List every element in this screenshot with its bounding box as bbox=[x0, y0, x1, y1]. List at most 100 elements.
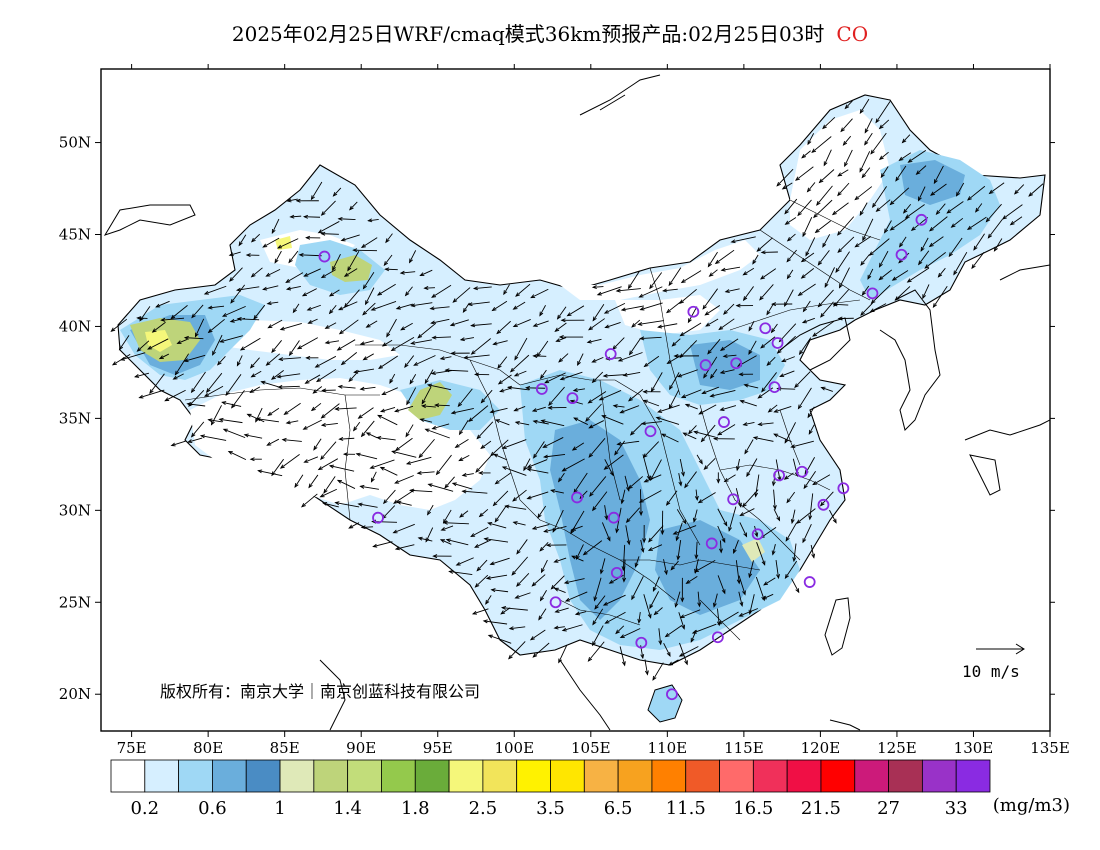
wind-arrowhead bbox=[496, 329, 502, 335]
wind-arrow bbox=[648, 544, 663, 551]
wind-arrow bbox=[266, 353, 281, 366]
wind-arrow bbox=[527, 468, 549, 474]
wind-arrowhead bbox=[321, 388, 327, 393]
wind-arrowhead bbox=[332, 192, 338, 197]
city-marker bbox=[915, 213, 928, 226]
wind-arrowhead bbox=[306, 306, 312, 311]
wind-arrowhead bbox=[537, 513, 542, 519]
wind-arrowhead bbox=[476, 566, 482, 572]
wind-arrow bbox=[589, 420, 604, 429]
wind-arrowhead bbox=[230, 298, 235, 304]
wind-arrowhead bbox=[622, 577, 627, 583]
wind-arrow bbox=[544, 372, 566, 384]
wind-arrowhead bbox=[1013, 189, 1019, 195]
wind-arrowhead bbox=[262, 243, 268, 248]
wind-arrow bbox=[267, 438, 280, 446]
wind-arrow bbox=[640, 336, 662, 340]
wind-arrow bbox=[449, 570, 473, 576]
wind-arrow bbox=[837, 236, 855, 253]
wind-arrowhead bbox=[840, 127, 845, 133]
wind-arrowhead bbox=[485, 575, 491, 580]
wind-arrow bbox=[604, 459, 614, 476]
wind-arrowhead bbox=[742, 296, 748, 302]
wind-arrow bbox=[794, 371, 811, 388]
wind-arrow bbox=[274, 250, 282, 263]
wind-arrow bbox=[268, 319, 283, 329]
wind-arrowhead bbox=[665, 308, 671, 314]
wind-arrow bbox=[380, 466, 398, 476]
wind-arrowhead bbox=[649, 284, 654, 290]
wind-arrow bbox=[161, 317, 185, 321]
wind-arrowhead bbox=[164, 397, 170, 402]
wind-arrow bbox=[710, 390, 736, 397]
wind-arrow bbox=[740, 508, 755, 516]
wind-arrowhead bbox=[933, 179, 938, 185]
wind-arrow bbox=[628, 476, 643, 489]
wind-arrowhead bbox=[271, 348, 276, 354]
wind-arrow bbox=[652, 662, 664, 681]
wind-arrow bbox=[222, 401, 242, 407]
wind-arrowhead bbox=[691, 629, 697, 634]
wind-arrowhead bbox=[383, 261, 389, 267]
wind-arrowhead bbox=[719, 548, 723, 554]
wind-arrowhead bbox=[255, 417, 260, 423]
wind-arrowhead bbox=[525, 385, 531, 390]
wind-arrow bbox=[354, 368, 375, 373]
city-marker bbox=[895, 248, 908, 261]
wind-arrow bbox=[294, 474, 304, 488]
city-marker bbox=[730, 357, 743, 370]
wind-arrow bbox=[973, 233, 985, 251]
wind-arrowhead bbox=[476, 434, 482, 440]
wind-arrow bbox=[677, 369, 698, 378]
wind-arrowhead bbox=[285, 420, 291, 425]
wind-arrowhead bbox=[555, 338, 561, 342]
colorbar-swatch bbox=[854, 759, 889, 793]
wind-arrowhead bbox=[470, 323, 476, 328]
wind-arrowhead bbox=[709, 374, 715, 380]
wind-arrowhead bbox=[566, 312, 572, 317]
wind-arrow bbox=[599, 390, 622, 401]
wind-arrowhead bbox=[219, 338, 225, 343]
wind-arrowhead bbox=[637, 618, 642, 624]
wind-arrow bbox=[430, 306, 450, 310]
wind-arrowhead bbox=[700, 437, 706, 443]
wind-arrow bbox=[462, 490, 488, 494]
wind-arrowhead bbox=[395, 305, 401, 310]
wind-arrowhead bbox=[693, 568, 699, 573]
wind-arrow bbox=[267, 407, 280, 416]
wind-arrow bbox=[1002, 204, 1023, 220]
wind-arrowhead bbox=[719, 346, 725, 351]
wind-arrow bbox=[335, 407, 357, 410]
wind-arrow bbox=[460, 337, 474, 341]
wind-arrow bbox=[739, 608, 759, 617]
wind-arrowhead bbox=[405, 460, 412, 465]
wind-arrow bbox=[500, 607, 511, 615]
wind-arrow bbox=[329, 304, 337, 314]
city-marker bbox=[817, 498, 830, 511]
wind-arrowhead bbox=[249, 363, 255, 369]
wind-arrowhead bbox=[761, 560, 766, 566]
wind-arrowhead bbox=[917, 196, 922, 202]
wind-arrow bbox=[341, 352, 358, 365]
wind-arrowhead bbox=[627, 284, 633, 290]
wind-arrow bbox=[405, 424, 414, 437]
wind-arrowhead bbox=[221, 401, 227, 405]
wind-arrow bbox=[471, 338, 491, 355]
wind-arrow bbox=[385, 268, 398, 271]
wind-arrowhead bbox=[614, 450, 619, 456]
wind-arrowhead bbox=[784, 220, 790, 225]
wind-arrow bbox=[540, 369, 547, 379]
wind-arrowhead bbox=[767, 408, 773, 413]
wind-arrowhead bbox=[532, 354, 538, 358]
wind-arrow bbox=[329, 289, 340, 297]
wind-arrow bbox=[639, 286, 663, 298]
wind-arrow bbox=[774, 406, 792, 413]
wind-arrow bbox=[953, 251, 968, 275]
wind-arrowhead bbox=[336, 479, 342, 484]
colorbar-swatch bbox=[347, 759, 382, 793]
city-marker bbox=[566, 392, 579, 405]
wind-arrowhead bbox=[301, 502, 306, 508]
wind-arrow bbox=[511, 556, 529, 576]
wind-arrowhead bbox=[784, 209, 789, 215]
wind-arrow bbox=[299, 254, 322, 257]
